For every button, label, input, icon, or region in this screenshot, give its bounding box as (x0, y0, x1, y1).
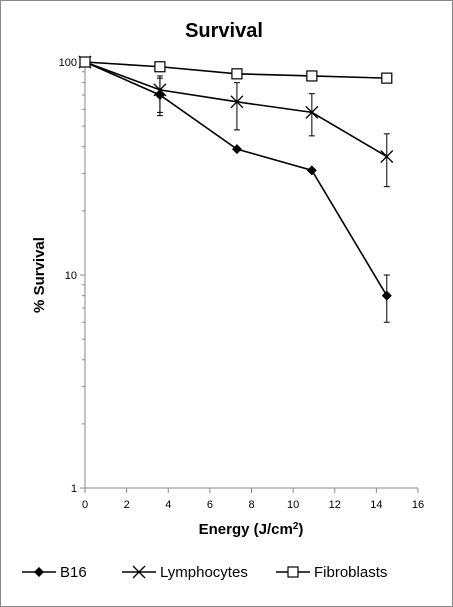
series-fibroblasts-square-marker (306, 70, 318, 82)
tick-group: 0 2 4 6 8 10 12 14 16 1 10 100 (59, 57, 424, 511)
y-tick-label: 100 (59, 57, 77, 69)
x-tick-label: 10 (287, 499, 299, 511)
series-b16-diamond-marker (306, 165, 317, 176)
x-marker-stroke (380, 150, 394, 163)
x-tick-label: 8 (248, 499, 254, 511)
series-lymphocytes-x-marker (305, 105, 319, 119)
legend-fibroblasts: Fibroblasts (276, 564, 387, 581)
legend-b16: B16 (22, 564, 87, 581)
x-tick-label: 12 (329, 499, 341, 511)
series-fibroblasts-square-marker (79, 56, 91, 68)
series-lymphocytes-error-bar (383, 133, 390, 188)
legend-fibroblasts-square-marker (287, 566, 299, 578)
series-lymphocytes-x-marker (230, 95, 244, 109)
x-tick-label: 16 (412, 499, 424, 511)
chart-title: Survival (185, 20, 263, 42)
series-layer (78, 55, 394, 323)
x-tick-label: 2 (124, 499, 130, 511)
series-b16-diamond-marker (231, 144, 242, 155)
series-b16 (80, 57, 392, 323)
x-marker-stroke (132, 565, 146, 579)
series-fibroblasts (79, 56, 393, 84)
series-fibroblasts-square-marker (381, 72, 393, 84)
x-tick-label: 0 (82, 499, 88, 511)
legend-lymphocytes-label: Lymphocytes (160, 564, 248, 581)
legend-b16-diamond-marker (34, 567, 44, 577)
x-axis-label-close: ) (298, 521, 303, 538)
series-lymphocytes-error-bar (308, 93, 315, 137)
y-axis-label: % Survival (31, 237, 48, 313)
x-axis-label-sup: 2 (293, 521, 299, 532)
series-lymphocytes-error-bar (233, 82, 240, 131)
series-b16-diamond-marker (381, 290, 392, 301)
legend-fibroblasts-label: Fibroblasts (314, 564, 387, 581)
legend-lymphocytes: Lymphocytes (122, 564, 248, 581)
y-tick-label: 10 (65, 270, 77, 282)
y-tick-label: 1 (71, 483, 77, 495)
series-fibroblasts-square-marker (231, 68, 243, 80)
x-tick-label: 14 (370, 499, 382, 511)
x-marker-stroke (230, 95, 244, 109)
x-tick-label: 6 (207, 499, 213, 511)
x-axis-label-main: Energy (J/cm (199, 521, 293, 538)
x-axis-label: Energy (J/cm2) (199, 521, 304, 539)
legend-b16-label: B16 (60, 564, 87, 581)
legend-lymphocytes-x-marker (132, 565, 146, 579)
series-lymphocytes-error-bar (156, 75, 163, 113)
series-lymphocytes-x-marker (153, 83, 167, 97)
x-tick-label: 4 (165, 499, 171, 511)
series-fibroblasts-square-marker (154, 61, 166, 73)
series-b16-line (84, 61, 388, 297)
x-marker-stroke (305, 105, 319, 119)
series-lymphocytes-x-marker (380, 150, 394, 163)
x-marker-stroke (153, 83, 167, 97)
series-lymphocytes (78, 55, 394, 188)
legend: B16 Lymphocytes Fibroblasts (22, 564, 387, 581)
axes (84, 62, 418, 489)
